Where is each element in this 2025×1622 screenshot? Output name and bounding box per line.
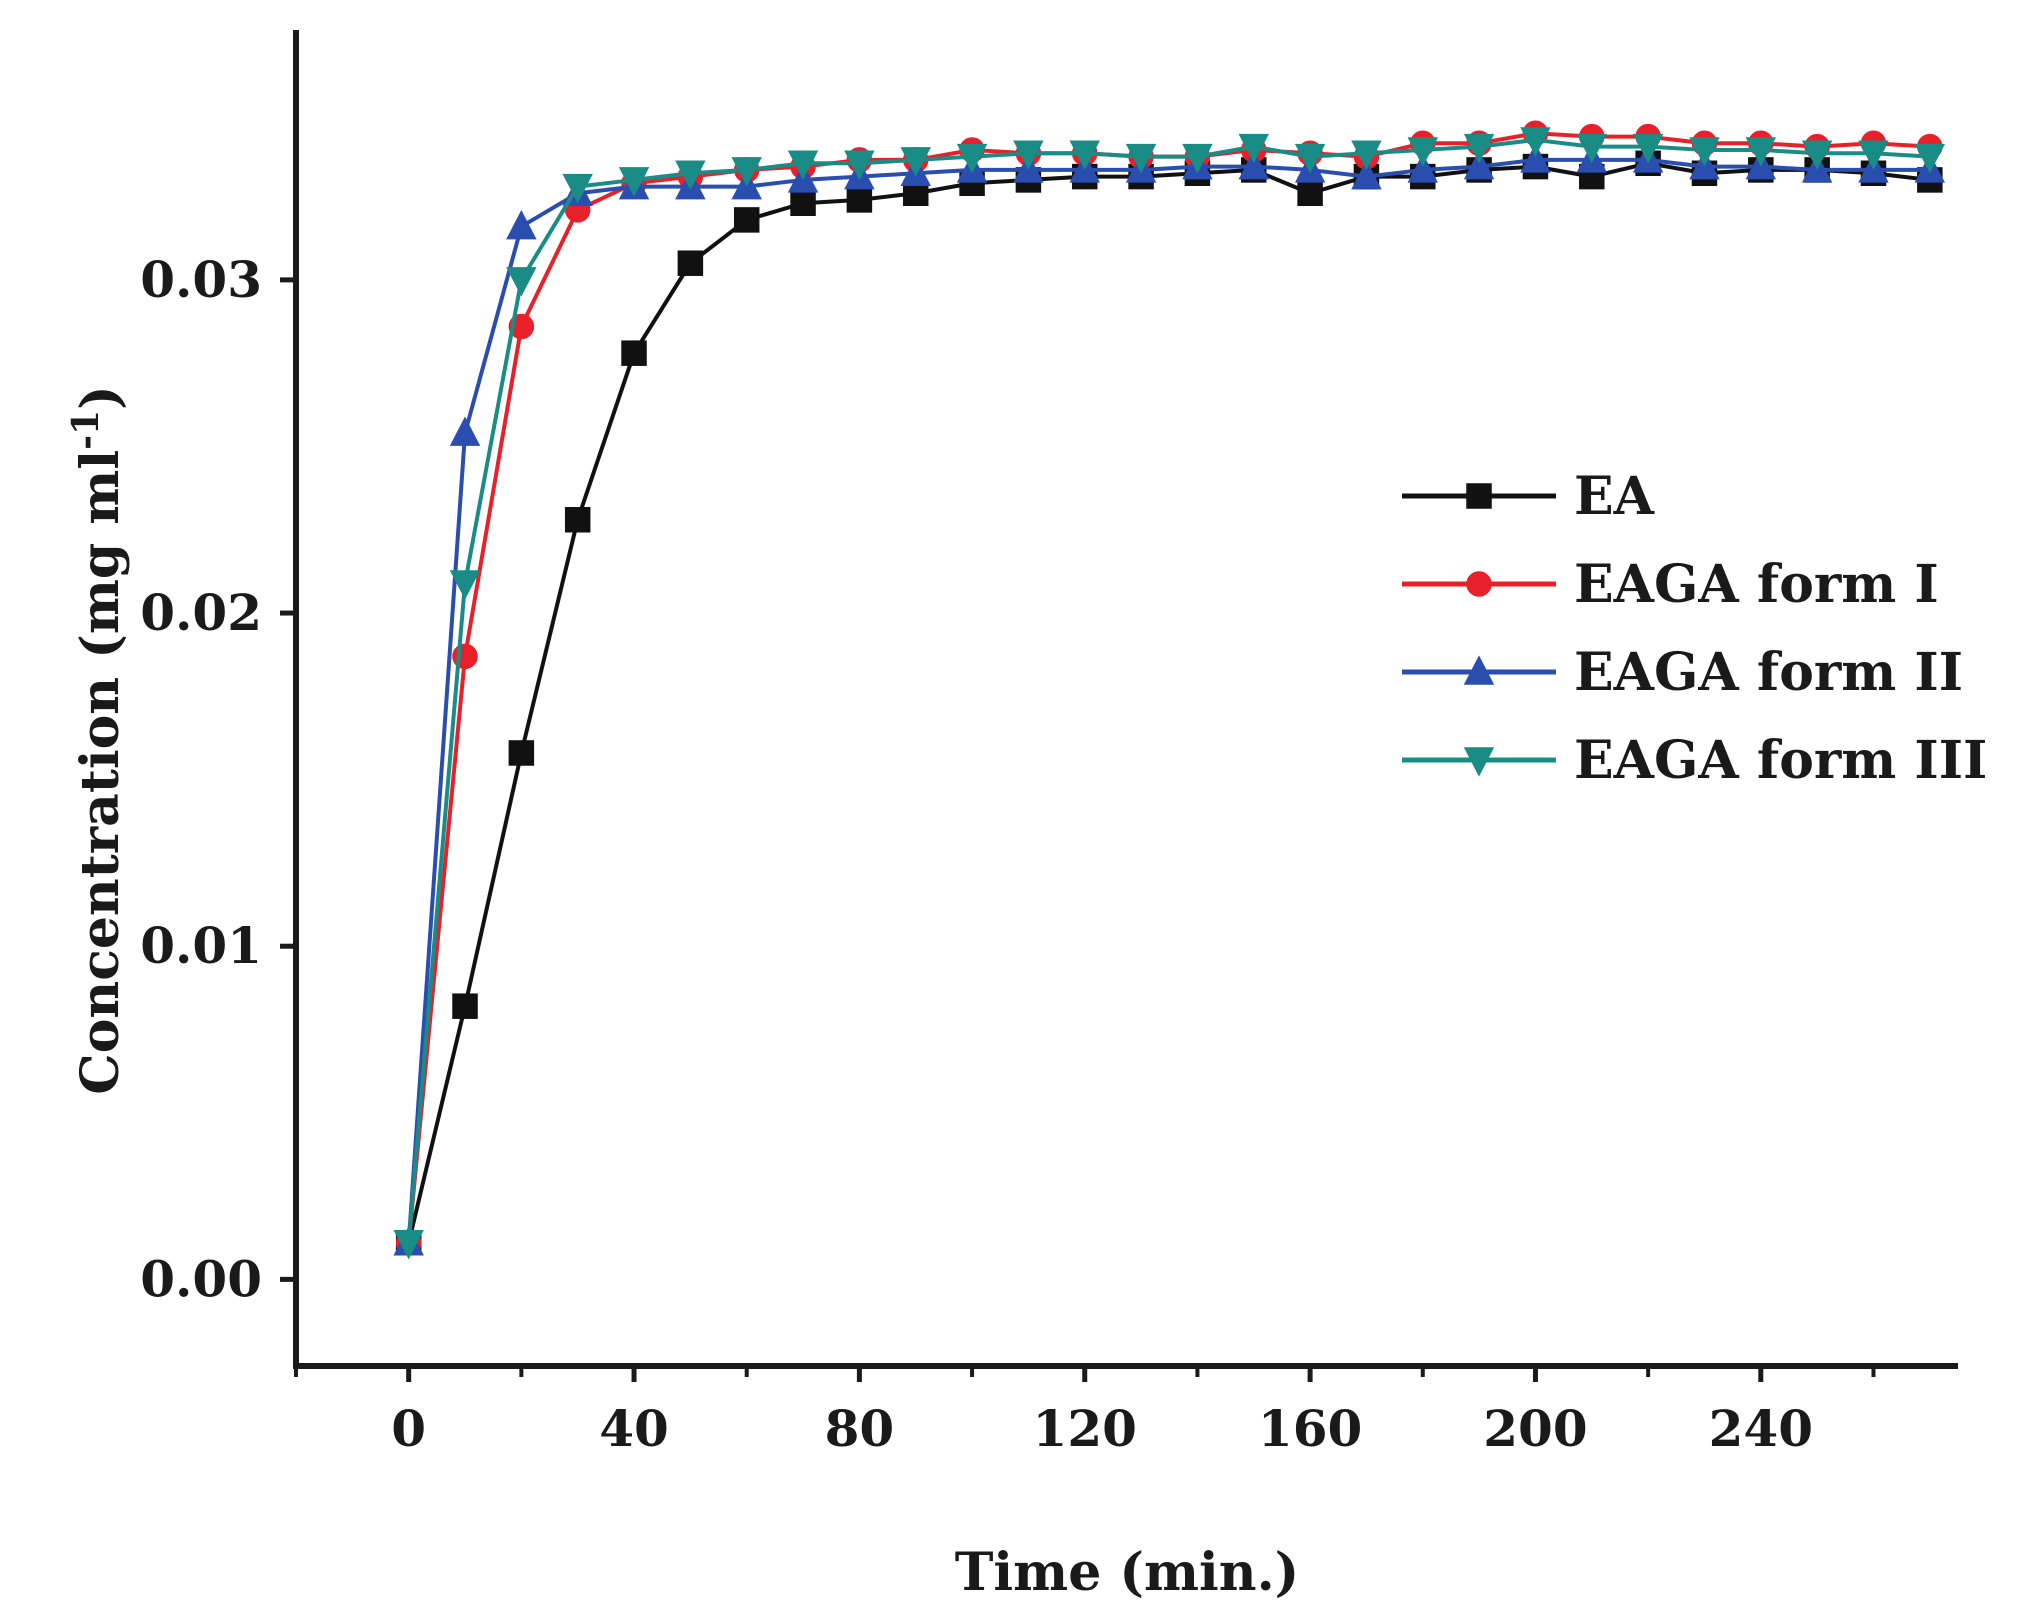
data-point-eaga-form-iii-18	[1407, 137, 1439, 167]
data-point-eaga-form-iii-9	[900, 147, 931, 177]
y-ticks: 0.00 0.01 0.02 0.03	[140, 250, 296, 1308]
data-point-eaga-form-ii-1	[449, 416, 481, 446]
data-point-eaga-form-iii-11	[1013, 140, 1044, 170]
x-tick-label-5: 200	[1483, 1399, 1587, 1458]
legend-item-eaga-form-iii: EAGA form III	[1402, 730, 1987, 791]
data-point-eaga-form-iii-27	[1914, 143, 1946, 174]
x-axis-title: Time (min.)	[955, 1542, 1300, 1603]
data-point-eaga-form-iii-17	[1351, 140, 1382, 170]
data-point-eaga-form-iii-20	[1520, 127, 1551, 157]
data-point-eaga-form-iii-13	[1125, 143, 1157, 174]
data-point-eaga-form-ii-19	[1463, 149, 1495, 180]
y-tick-label-3: 0.03	[140, 250, 262, 309]
data-point-eaga-form-iii-0	[393, 1229, 424, 1260]
data-point-eaga-form-iii-26	[1858, 140, 1889, 170]
data-point-eaga-form-iii-21	[1576, 133, 1608, 164]
y-tick-label-2: 0.02	[140, 583, 262, 642]
legend-label-eaga-form-i: EAGA form I	[1574, 554, 1939, 615]
data-point-eaga-form-iii-12	[1069, 140, 1100, 170]
y-axis-title-superscript: -1	[65, 410, 107, 450]
data-point-eaga-form-iii-7	[787, 150, 819, 180]
y-axis-title: Concentration (mg ml-1)	[65, 385, 131, 1094]
data-point-eaga-form-iii-2	[506, 267, 537, 297]
data-point-eaga-form-iii-4	[618, 167, 650, 197]
legend-marker-eaga-form-i	[1466, 571, 1492, 597]
data-point-ea-7	[790, 190, 816, 216]
legend-item-ea: EA	[1402, 466, 1655, 527]
data-point-eaga-form-ii-2	[506, 209, 537, 240]
x-tick-label-6: 240	[1709, 1399, 1813, 1458]
legend-label-eaga-form-iii: EAGA form III	[1574, 730, 1987, 791]
legend-marker-eaga-form-ii	[1463, 655, 1495, 685]
y-axis-title-main: Concentration (mg ml	[70, 450, 131, 1095]
legend-marker-ea	[1466, 483, 1492, 509]
data-point-ea-3	[564, 507, 591, 533]
x-tick-label-0: 0	[391, 1399, 426, 1458]
data-point-ea-8	[846, 187, 873, 213]
x-tick-label-4: 160	[1258, 1399, 1362, 1458]
data-point-ea-4	[621, 340, 647, 366]
data-point-eaga-form-iii-15	[1238, 133, 1269, 164]
data-point-eaga-form-iii-10	[956, 143, 988, 174]
series-eaga-form-iii	[393, 127, 1946, 1260]
data-point-eaga-form-ii-15	[1238, 149, 1269, 180]
data-point-eaga-form-ii-20	[1520, 143, 1551, 173]
legend-item-eaga-form-i: EAGA form I	[1402, 554, 1939, 615]
data-point-eaga-form-iii-8	[844, 150, 875, 180]
x-tick-label-2: 80	[825, 1399, 895, 1458]
plot-series	[393, 120, 1946, 1260]
data-point-ea-5	[677, 250, 704, 276]
data-point-eaga-form-iii-5	[675, 160, 706, 190]
data-point-ea-6	[733, 207, 760, 233]
legend: EA EAGA form I EAGA form II EAGA form III	[1402, 466, 1987, 791]
legend-item-eaga-form-ii: EAGA form II	[1402, 642, 1963, 703]
data-point-eaga-form-iii-25	[1801, 140, 1833, 170]
series-line-ea	[406, 161, 1931, 1244]
data-point-eaga-form-iii-14	[1182, 143, 1213, 174]
data-point-eaga-form-iii-6	[731, 157, 762, 187]
axes	[293, 30, 1958, 1369]
data-point-eaga-form-ii-18	[1407, 153, 1439, 183]
data-point-eaga-form-iii-24	[1745, 137, 1777, 167]
data-point-eaga-form-iii-23	[1689, 137, 1720, 167]
y-tick-label-1: 0.01	[140, 916, 262, 975]
data-point-ea-1	[452, 993, 478, 1019]
x-tick-label-1: 40	[599, 1399, 669, 1458]
legend-marker-eaga-form-iii	[1463, 747, 1495, 777]
series-line-eaga-form-iii	[406, 137, 1930, 1243]
data-point-eaga-form-iii-1	[449, 570, 481, 600]
data-point-eaga-form-iii-22	[1632, 133, 1664, 164]
data-point-eaga-form-iii-19	[1463, 133, 1495, 164]
data-point-eaga-form-iii-3	[562, 173, 593, 204]
y-tick-label-0: 0.00	[140, 1249, 262, 1308]
x-tick-label-3: 120	[1033, 1399, 1137, 1458]
data-point-eaga-form-ii-17	[1351, 159, 1382, 190]
legend-label-ea: EA	[1574, 466, 1655, 527]
data-point-ea-2	[508, 740, 535, 766]
series-line-eaga-form-ii	[406, 157, 1930, 1243]
y-axis-title-close: )	[70, 385, 131, 410]
x-ticks: 0 40 80 120 160 200 240	[294, 1366, 1876, 1458]
data-point-eaga-form-iii-16	[1294, 143, 1326, 174]
legend-label-eaga-form-ii: EAGA form II	[1574, 642, 1963, 703]
data-point-ea-16	[1297, 180, 1323, 207]
